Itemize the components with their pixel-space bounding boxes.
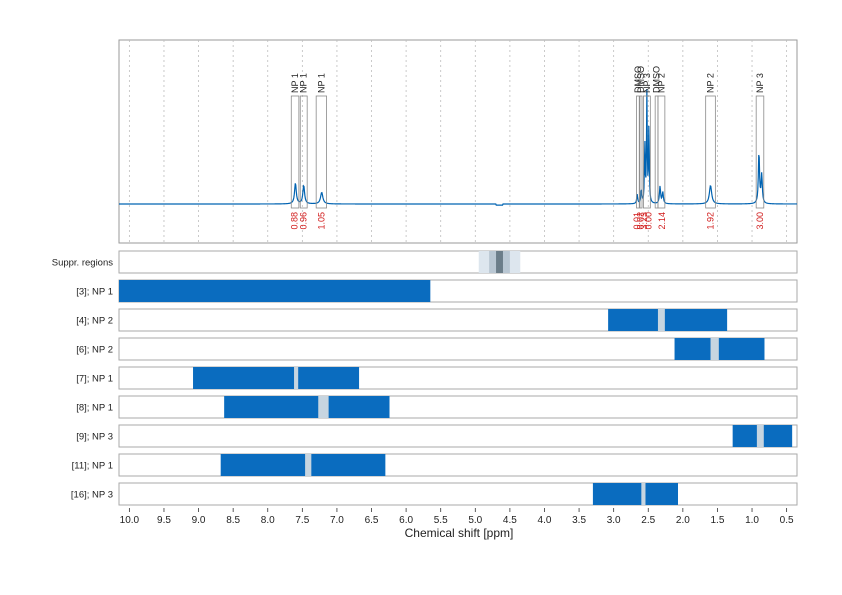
x-tick-label: 9.0 — [192, 515, 206, 526]
x-tick-label: 4.5 — [503, 515, 517, 526]
x-tick-label: 1.0 — [745, 515, 759, 526]
integral-value: 3.00 — [755, 212, 765, 230]
x-tick-label: 2.0 — [676, 515, 690, 526]
x-axis-title: Chemical shift [ppm] — [405, 526, 514, 540]
peak-label-box — [290, 95, 300, 209]
peak-label-box — [755, 95, 765, 209]
row-label: [16]; NP 3 — [71, 490, 113, 501]
x-tick-label: 2.5 — [641, 515, 655, 526]
peak-label: NP 1 — [316, 73, 326, 93]
x-tick-label: 6.5 — [365, 515, 379, 526]
integral-value: 2.14 — [657, 212, 667, 230]
region-bar — [592, 483, 679, 505]
peak-label: NP 1 — [299, 73, 309, 93]
row-frame — [118, 482, 798, 506]
integral-value: 0.01 — [632, 212, 642, 230]
row-label: Suppr. regions — [52, 258, 114, 269]
peak-label: NP 2 — [656, 73, 666, 93]
integral-value: 0.00 — [644, 212, 654, 230]
x-tick-label: 3.5 — [572, 515, 586, 526]
integral-value: 0.88 — [290, 212, 300, 230]
integral-value: 3.23 — [639, 212, 649, 230]
region-gap — [657, 309, 665, 331]
spectrum-layer — [119, 88, 797, 206]
integral-value: 1.92 — [706, 212, 716, 230]
row-label: [6]; NP 2 — [76, 345, 113, 356]
row-frame — [118, 424, 798, 448]
peak-label: DMSO — [636, 66, 646, 93]
x-tick-label: 10.0 — [120, 515, 140, 526]
integral-value: 1.05 — [317, 212, 327, 230]
peak-label-box — [705, 95, 716, 209]
region-gap — [641, 483, 646, 505]
region-bar — [224, 396, 390, 418]
x-tick-label: 8.5 — [226, 515, 240, 526]
peak-label-box — [643, 95, 651, 209]
x-tick-label: 7.5 — [295, 515, 309, 526]
region-gap — [305, 454, 312, 476]
spectrum-panel-frame — [118, 39, 798, 244]
peak-label-box — [636, 95, 640, 209]
region-gap — [294, 367, 299, 389]
peak-label-box — [299, 95, 308, 209]
grid-layer — [118, 39, 798, 244]
row-label: [9]; NP 3 — [76, 432, 113, 443]
region-bar — [674, 338, 765, 360]
x-tick-label: 0.5 — [780, 515, 794, 526]
integral-value: 0.96 — [299, 212, 309, 230]
x-axis: 10.0 9.5 9.0 8.5 8.0 7.5 7.0 6.5 6.0 5.5 5.0 4.5 4.0… — [120, 508, 794, 526]
integral-value: 0.02 — [635, 212, 645, 230]
row-label: [8]; NP 1 — [76, 403, 113, 414]
peak-label: NP 3 — [755, 73, 765, 93]
x-tick-label: 5.5 — [434, 515, 448, 526]
x-tick-label: 7.0 — [330, 515, 344, 526]
spectrum-line — [119, 88, 797, 206]
region-bar — [220, 454, 386, 476]
peak-label-box — [657, 95, 666, 209]
region-bar — [193, 367, 360, 389]
suppression-band — [496, 251, 503, 273]
row-label: [7]; NP 1 — [76, 374, 113, 385]
x-tick-label: 9.5 — [157, 515, 171, 526]
x-tick-label: 6.0 — [399, 515, 413, 526]
peak-label: NP 2 — [706, 73, 716, 93]
regions-layer: Suppr. regions [3]; NP 1 [4]; NP 2 [6]; NP … — [52, 250, 798, 506]
row-frame — [118, 395, 798, 419]
row-label: [4]; NP 2 — [76, 316, 113, 327]
peak-label-box — [315, 95, 327, 209]
row-label: [3]; NP 1 — [76, 287, 113, 298]
row-label: [11]; NP 1 — [72, 461, 113, 472]
row-frame — [118, 337, 798, 361]
peak-label: NP 3 — [642, 73, 652, 93]
peak-label-box — [639, 95, 643, 209]
x-tick-label: 3.0 — [607, 515, 621, 526]
peak-label: NP 1 — [290, 73, 300, 93]
row-frame — [118, 250, 798, 274]
x-tick-label: 4.0 — [538, 515, 552, 526]
x-tick-label: 8.0 — [261, 515, 275, 526]
x-tick-label: 1.5 — [710, 515, 724, 526]
region-bar — [608, 309, 728, 331]
region-gap — [756, 425, 764, 447]
region-bar — [119, 280, 431, 302]
region-gap — [318, 396, 329, 418]
region-gap — [710, 338, 719, 360]
peak-label: DMSO — [652, 66, 662, 93]
peak-label: DMSO — [633, 66, 643, 93]
x-tick-label: 5.0 — [468, 515, 482, 526]
